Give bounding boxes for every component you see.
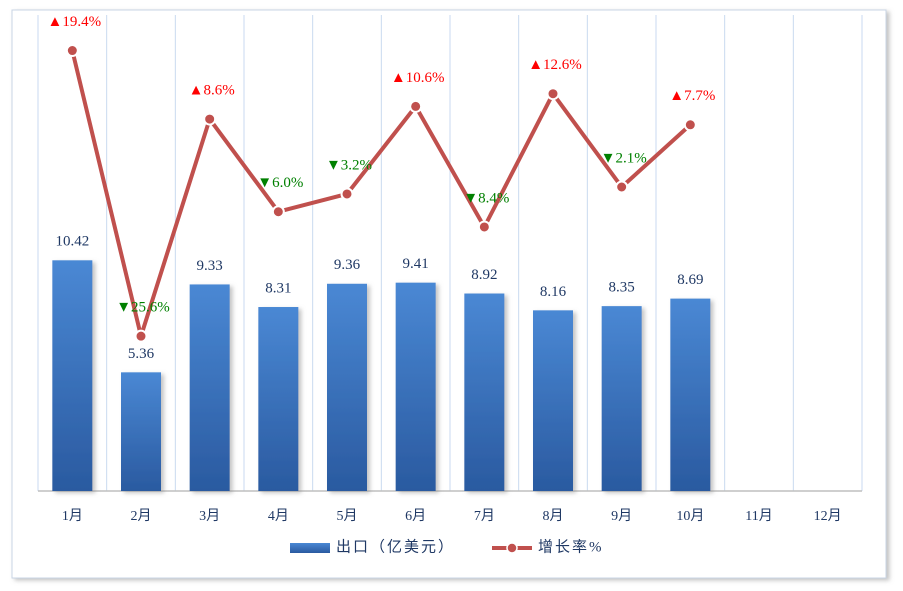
line-value-label: ▼6.0% xyxy=(257,175,303,191)
bar-value-label: 9.36 xyxy=(334,257,361,273)
chart-frame xyxy=(11,9,887,579)
line-point xyxy=(203,112,217,126)
x-tick-label: 11月 xyxy=(745,508,772,524)
line-point xyxy=(271,205,285,219)
line-value-label: ▼25.6% xyxy=(116,300,170,316)
line-value-label: ▲8.6% xyxy=(189,83,235,99)
bar xyxy=(395,282,436,491)
line-value-label: ▼2.1% xyxy=(601,150,647,166)
line-point xyxy=(546,87,560,101)
bar xyxy=(533,310,573,491)
x-tick-label: 5月 xyxy=(337,508,358,524)
line-point xyxy=(409,99,423,113)
x-tick-label: 8月 xyxy=(543,508,564,524)
line-value-label: ▼3.2% xyxy=(326,157,372,173)
bar-value-label: 8.31 xyxy=(265,280,291,296)
plot-area: 1月 2月 3月 4月 5月 6月 7月 8月 9月 10月 11月 12月 10.42 5.36 9.33… xyxy=(37,14,863,555)
x-tick-label: 6月 xyxy=(405,508,426,524)
x-tick-label: 2月 xyxy=(131,508,152,524)
bar xyxy=(189,284,230,491)
line-point xyxy=(134,329,148,343)
x-tick-label: 7月 xyxy=(474,508,495,524)
bar xyxy=(670,298,711,491)
bar-value-label: 5.36 xyxy=(128,346,155,362)
x-tick-label: 10月 xyxy=(676,508,704,524)
x-tick-label: 3月 xyxy=(199,508,220,524)
line-point xyxy=(65,44,79,58)
legend-label: 增长率% xyxy=(538,538,604,555)
x-tick-label: 4月 xyxy=(268,508,289,524)
bar xyxy=(464,293,505,491)
line-value-label: ▲10.6% xyxy=(391,70,445,86)
line-value-label: ▲7.7% xyxy=(669,88,715,104)
line-value-label: ▲12.6% xyxy=(528,57,582,73)
legend-swatch xyxy=(290,543,330,553)
bar-value-label: 9.33 xyxy=(197,258,223,274)
bar-value-label: 8.35 xyxy=(609,280,635,296)
bar xyxy=(258,307,299,491)
x-tick-label: 12月 xyxy=(814,508,842,524)
x-tick-label: 1月 xyxy=(62,508,83,524)
legend-swatch-point xyxy=(506,542,518,554)
bar xyxy=(121,372,161,491)
line-point xyxy=(477,220,491,234)
line-point xyxy=(615,180,629,194)
bar xyxy=(601,306,642,491)
x-tick-label: 9月 xyxy=(611,508,632,524)
bar xyxy=(327,283,367,491)
legend-label: 出口（亿美元） xyxy=(336,538,455,555)
line-value-label: ▼8.4% xyxy=(463,190,509,206)
bar-value-label: 8.16 xyxy=(540,284,567,300)
line-point xyxy=(340,187,354,201)
line-value-label: ▲19.4% xyxy=(48,14,102,30)
line-point xyxy=(683,118,697,132)
bar xyxy=(52,260,93,491)
bar-value-label: 9.41 xyxy=(403,256,429,272)
line xyxy=(70,50,692,339)
bar-value-label: 8.69 xyxy=(677,272,703,288)
bar-value-label: 10.42 xyxy=(55,234,89,250)
bar-value-label: 8.92 xyxy=(471,267,497,283)
